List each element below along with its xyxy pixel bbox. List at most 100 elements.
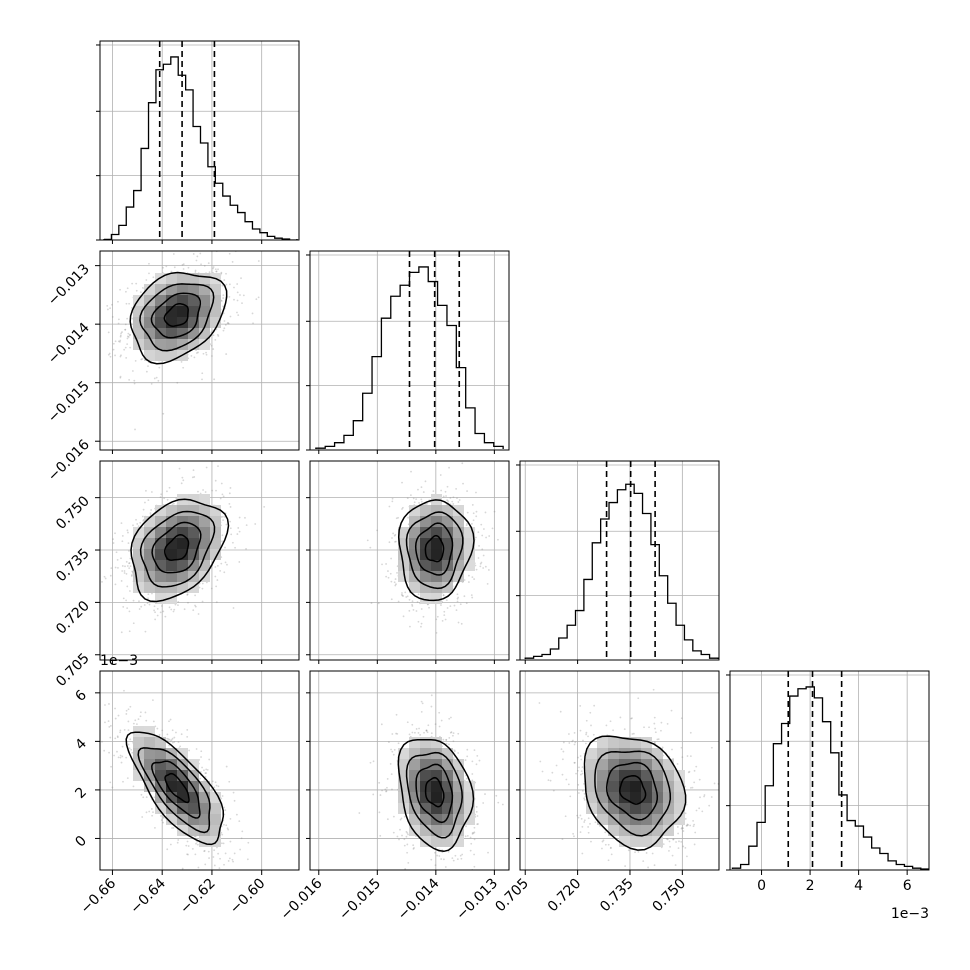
sample-point: [466, 522, 469, 525]
sample-point: [402, 595, 404, 597]
sample-point: [128, 334, 131, 337]
sample-point: [176, 841, 179, 844]
sample-point: [239, 848, 242, 851]
sample-point: [128, 378, 131, 381]
sample-point: [200, 750, 203, 753]
density-cell: [442, 792, 453, 803]
density-cell: [442, 527, 453, 538]
density-cell: [453, 571, 464, 582]
sample-point: [245, 524, 248, 527]
sample-point: [114, 717, 117, 720]
sample-point: [408, 598, 411, 601]
sample-point: [147, 365, 149, 368]
sample-point: [466, 748, 469, 751]
sample-point: [123, 572, 126, 574]
sample-point: [453, 604, 456, 607]
sample-point: [448, 743, 450, 746]
density-cell: [133, 737, 144, 748]
density-cell: [177, 814, 188, 825]
density-cell: [442, 825, 453, 836]
sample-point: [422, 491, 425, 493]
sample-point: [228, 503, 231, 505]
sample-point: [388, 741, 390, 743]
sample-point: [410, 470, 412, 473]
density-cell: [199, 792, 210, 803]
sample-point: [481, 548, 484, 551]
sample-point: [215, 601, 218, 604]
sample-point: [682, 827, 685, 830]
sample-point: [216, 564, 219, 567]
density-cell: [166, 527, 177, 538]
sample-point: [381, 563, 383, 566]
sample-point: [430, 705, 433, 708]
sample-point: [452, 502, 455, 505]
sample-point: [170, 608, 173, 611]
density-cell: [453, 825, 464, 836]
grid-lines: [100, 41, 299, 241]
density-cell: [464, 538, 475, 549]
sample-point: [210, 331, 213, 334]
density-cell: [409, 538, 420, 549]
sample-point: [123, 570, 126, 572]
sample-point: [416, 601, 419, 603]
sample-point: [215, 328, 218, 331]
density-cell: [199, 836, 210, 847]
sample-point: [391, 537, 393, 539]
sample-point: [217, 785, 220, 788]
sample-point: [425, 503, 427, 505]
sample-point: [426, 502, 428, 505]
sample-point: [495, 794, 498, 797]
sample-point: [121, 540, 124, 543]
sample-point: [412, 848, 415, 850]
sample-point: [205, 351, 207, 354]
scatter-panel-3-1: [309, 670, 510, 871]
sample-point: [440, 719, 443, 722]
sample-point: [458, 499, 461, 501]
density-cell: [420, 571, 431, 582]
sample-point: [198, 582, 201, 585]
sample-point: [509, 480, 511, 482]
sample-point: [466, 490, 468, 492]
sample-point: [417, 620, 420, 623]
density-cell: [177, 825, 188, 836]
sample-point: [400, 817, 403, 820]
sample-point: [161, 729, 164, 732]
sample-point: [487, 851, 489, 854]
density-cell: [453, 549, 464, 560]
sample-point: [403, 844, 406, 847]
sample-point: [485, 536, 488, 539]
sample-point: [475, 810, 478, 813]
sample-point: [475, 491, 477, 494]
sample-point: [695, 765, 698, 768]
sample-point: [213, 849, 216, 852]
sample-point: [423, 731, 425, 734]
sample-point: [138, 600, 140, 603]
sample-point: [440, 604, 442, 606]
sample-point: [229, 817, 232, 820]
density-cell: [409, 770, 420, 781]
sample-point: [452, 496, 455, 499]
sample-point: [119, 729, 122, 732]
sample-point: [131, 570, 134, 573]
density-cell: [199, 273, 210, 284]
sample-point: [101, 740, 103, 743]
sample-point: [443, 610, 446, 613]
sample-point: [125, 356, 128, 359]
sample-point: [171, 827, 173, 829]
sample-point: [257, 296, 260, 299]
sample-point: [203, 264, 206, 267]
sample-point: [461, 853, 464, 856]
sample-point: [379, 834, 382, 837]
density-cell: [442, 803, 453, 814]
sample-point: [217, 852, 220, 855]
sample-point: [484, 511, 487, 514]
density-cell: [409, 571, 420, 582]
sample-point: [221, 901, 223, 903]
sample-point: [122, 606, 125, 608]
sample-point: [214, 566, 217, 568]
density-cell: [442, 582, 453, 593]
sample-point: [236, 283, 239, 285]
density-cell: [177, 317, 188, 328]
sample-point: [401, 594, 404, 597]
sample-point: [170, 739, 173, 741]
